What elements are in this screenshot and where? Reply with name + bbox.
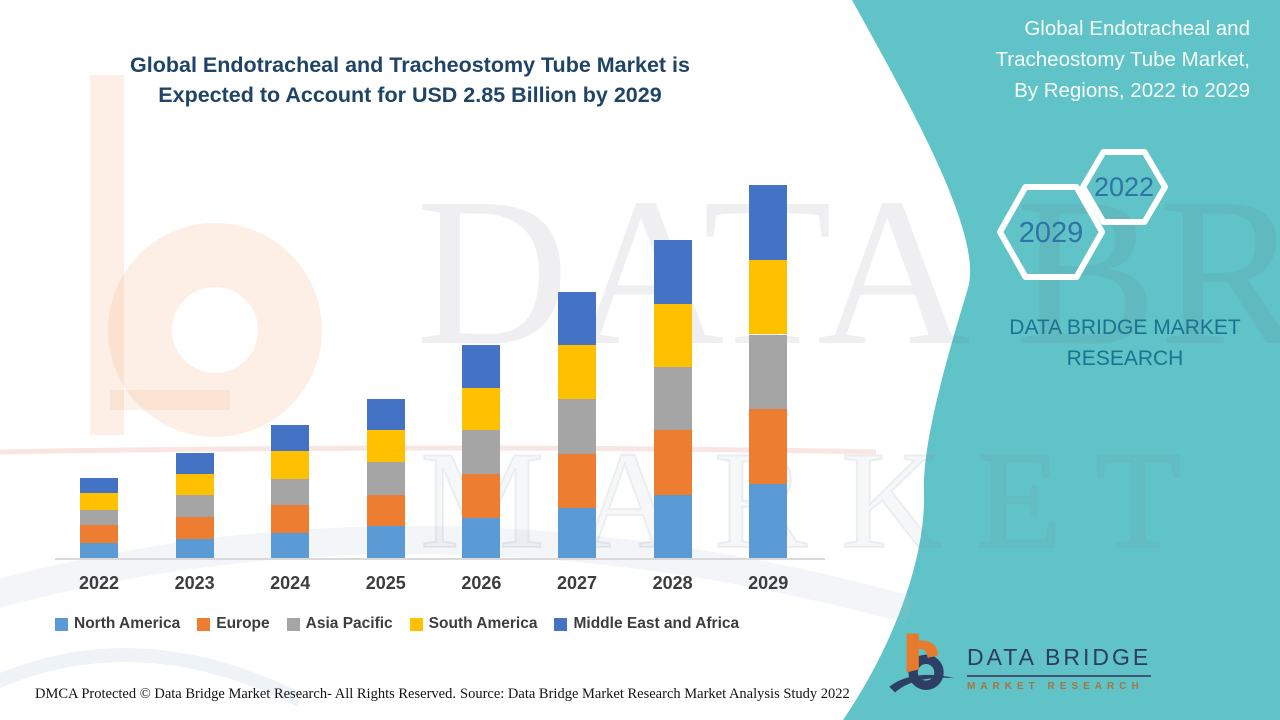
chart-headline: Global Endotracheal and Tracheostomy Tub… [80, 50, 740, 110]
hexagon-year-2022: 2022 [1093, 172, 1155, 202]
x-axis-label-2029: 2029 [748, 573, 789, 593]
legend-label: Europe [216, 615, 270, 632]
bar-segment-2022-asia-pacific [80, 510, 118, 525]
x-axis-label-2027: 2027 [556, 573, 598, 593]
bar-segment-2024-asia-pacific [271, 478, 310, 506]
x-axis-label-2025: 2025 [365, 573, 406, 593]
legend-item-middle-east-and-africa: Middle East and Africa [554, 615, 739, 633]
bar-segment-2025-europe [366, 494, 405, 527]
bar-segment-2028-asia-pacific [653, 367, 692, 431]
legend-item-asia-pacific: Asia Pacific [286, 615, 393, 633]
bar-segment-2029-north-america [749, 484, 788, 559]
bar-segment-2029-asia-pacific [749, 334, 788, 410]
bar-segment-2029-europe [749, 409, 788, 485]
bar-segment-2022-north-america [80, 543, 118, 559]
bar-segment-2027-europe [558, 453, 596, 508]
logo-subtitle-text: MARKET RESEARCH [967, 681, 1144, 692]
logo-name-text: DATA BRIDGE [967, 644, 1152, 677]
footer-source-text: Source: Data Bridge Market Research Mark… [460, 686, 850, 702]
hexagon-2029-icon [997, 184, 1105, 280]
bar-segment-2028-europe [653, 430, 692, 495]
legend-label: Asia Pacific [305, 615, 393, 632]
bar-segment-2027-north-america [558, 507, 596, 559]
data-bridge-logo-icon [889, 633, 955, 693]
x-axis-label-2026: 2026 [461, 573, 502, 593]
bar-segment-2029-south-america [749, 259, 788, 335]
bar-segment-2024-north-america [271, 532, 310, 559]
bar-segment-2023-middle-east-and-africa [175, 452, 214, 474]
bar-segment-2025-north-america [366, 526, 405, 559]
bar-segment-2025-middle-east-and-africa [366, 398, 405, 431]
bar-segment-2027-middle-east-and-africa [558, 292, 596, 345]
chart-legend: North America Europe Asia Pacific South Ame… [55, 615, 739, 633]
x-axis-label-2022: 2022 [78, 573, 120, 593]
bar-segment-2028-south-america [653, 304, 692, 368]
bar-segment-2027-asia-pacific [558, 398, 596, 454]
bar-segment-2026-europe [462, 473, 501, 519]
bar-segment-2024-south-america [271, 451, 310, 479]
legend-swatch-icon [409, 617, 423, 631]
x-axis-label-2024: 2024 [270, 573, 311, 593]
legend-item-north-america: North America [55, 615, 180, 633]
side-panel-brand-line2: RESEARCH [1066, 347, 1184, 370]
legend-item-europe: Europe [197, 615, 270, 633]
bar-segment-2028-north-america [653, 494, 692, 559]
side-panel-brand-line1: DATA BRIDGE MARKET [1009, 316, 1241, 339]
bar-segment-2028-middle-east-and-africa [653, 239, 692, 305]
x-axis-label-2023: 2023 [174, 573, 215, 593]
bar-segment-2025-asia-pacific [366, 461, 405, 495]
chart-headline-line2: Expected to Account for USD 2.85 Billion… [158, 83, 662, 107]
side-panel-heading: Global Endotracheal and Tracheostomy Tub… [905, 13, 1250, 106]
legend-swatch-icon [197, 617, 211, 631]
bar-segment-2022-south-america [80, 493, 118, 511]
footer-dmca-text: DMCA Protected © Data Bridge Market Rese… [35, 686, 456, 702]
legend-label: Middle East and Africa [573, 615, 740, 632]
side-panel-heading-line1: Global Endotracheal and [1024, 17, 1250, 40]
side-panel-heading-line3: By Regions, 2022 to 2029 [1014, 79, 1250, 102]
bar-segment-2025-south-america [366, 430, 405, 462]
legend-label: South America [428, 615, 538, 632]
hexagon-badges [997, 149, 1168, 280]
hexagon-year-2029: 2029 [1018, 217, 1084, 249]
bar-segment-2029-middle-east-and-africa [749, 184, 788, 260]
bar-segment-2026-south-america [462, 388, 501, 431]
bar-segment-2026-asia-pacific [462, 430, 501, 474]
legend-swatch-icon [55, 617, 68, 631]
bar-segment-2024-middle-east-and-africa [271, 425, 310, 452]
legend-swatch-icon [286, 617, 300, 631]
legend-label: North America [74, 615, 181, 632]
bar-segment-2024-europe [271, 505, 310, 533]
bar-segment-2026-north-america [462, 518, 501, 559]
side-panel-brand-text: DATA BRIDGE MARKET RESEARCH [985, 312, 1265, 374]
side-panel-heading-line2: Tracheostomy Tube Market, [995, 48, 1250, 71]
bar-segment-2027-south-america [558, 345, 596, 399]
bar-segment-2022-europe [80, 524, 118, 544]
legend-item-south-america: South America [409, 615, 538, 633]
bar-segment-2023-asia-pacific [175, 494, 214, 517]
data-bridge-logo: DATA BRIDGE MARKET RESEARCH [885, 632, 1152, 704]
bar-segment-2022-middle-east-and-africa [80, 477, 118, 494]
x-axis-line [55, 558, 825, 560]
bar-segment-2026-middle-east-and-africa [462, 344, 501, 389]
bar-segment-2023-north-america [175, 539, 214, 559]
x-axis-label-2028: 2028 [652, 573, 693, 593]
bar-segment-2023-europe [175, 517, 214, 540]
chart-headline-line1: Global Endotracheal and Tracheostomy Tub… [130, 53, 690, 77]
logo-text-block: DATA BRIDGE MARKET RESEARCH [967, 644, 1152, 692]
legend-swatch-icon [554, 617, 568, 631]
bar-segment-2023-south-america [175, 473, 214, 495]
hexagon-2022-icon [1080, 149, 1168, 225]
teal-curve-shape [843, 0, 1280, 720]
